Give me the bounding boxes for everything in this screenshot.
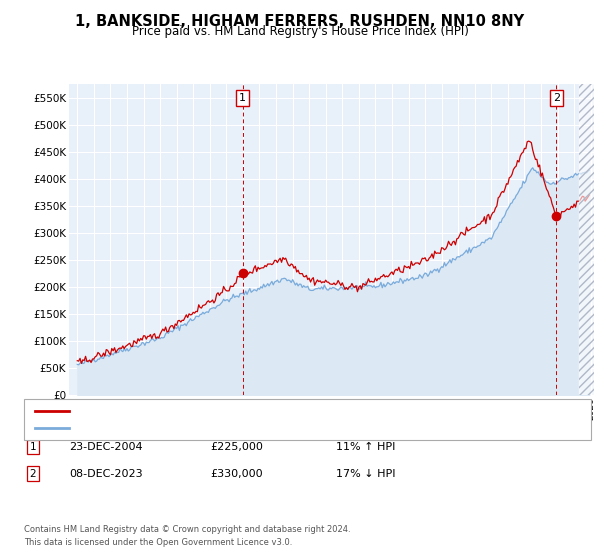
Bar bbox=[579, 84, 600, 395]
Text: 08-DEC-2023: 08-DEC-2023 bbox=[69, 469, 143, 479]
Text: £330,000: £330,000 bbox=[210, 469, 263, 479]
Text: 17% ↓ HPI: 17% ↓ HPI bbox=[336, 469, 395, 479]
Text: 11% ↑ HPI: 11% ↑ HPI bbox=[336, 442, 395, 452]
Text: 2: 2 bbox=[29, 469, 37, 479]
Text: 1, BANKSIDE, HIGHAM FERRERS, RUSHDEN, NN10 8NY: 1, BANKSIDE, HIGHAM FERRERS, RUSHDEN, NN… bbox=[76, 14, 524, 29]
Text: Price paid vs. HM Land Registry's House Price Index (HPI): Price paid vs. HM Land Registry's House … bbox=[131, 25, 469, 38]
Bar bbox=[579, 84, 600, 395]
Text: 2: 2 bbox=[553, 93, 560, 103]
Text: Contains HM Land Registry data © Crown copyright and database right 2024.
This d: Contains HM Land Registry data © Crown c… bbox=[24, 525, 350, 547]
Text: 1: 1 bbox=[239, 93, 246, 103]
Text: 1, BANKSIDE, HIGHAM FERRERS, RUSHDEN, NN10 8NY (detached house): 1, BANKSIDE, HIGHAM FERRERS, RUSHDEN, NN… bbox=[73, 405, 430, 416]
Text: £225,000: £225,000 bbox=[210, 442, 263, 452]
Text: HPI: Average price, detached house, North Northamptonshire: HPI: Average price, detached house, Nort… bbox=[73, 423, 374, 433]
Text: 1: 1 bbox=[29, 442, 37, 452]
Text: 23-DEC-2004: 23-DEC-2004 bbox=[69, 442, 143, 452]
